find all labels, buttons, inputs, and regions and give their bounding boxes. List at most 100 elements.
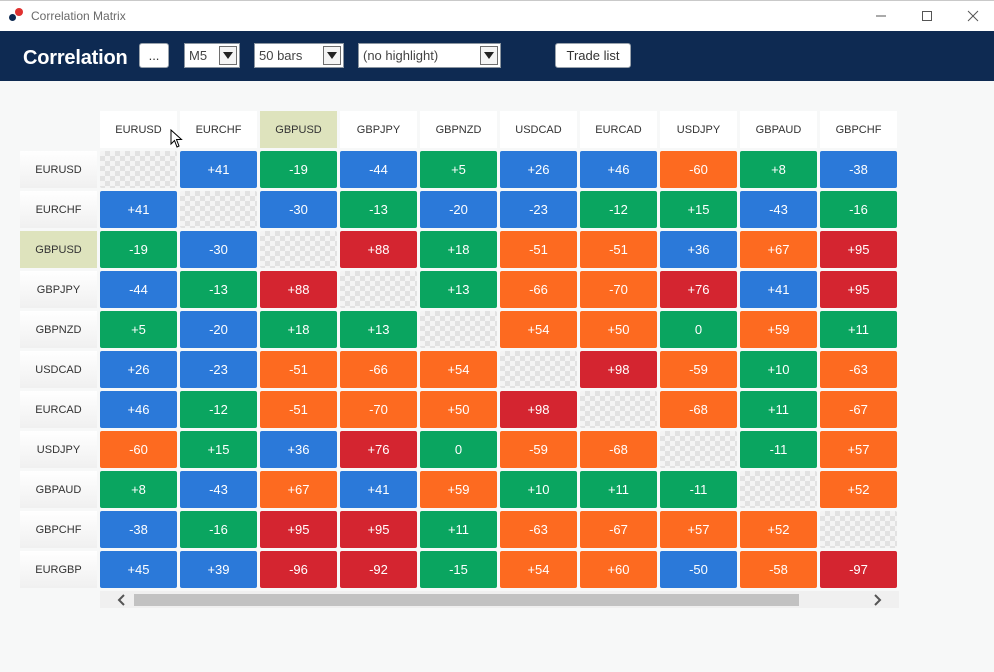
matrix-cell[interactable]: -50 [660, 551, 737, 588]
matrix-cell[interactable]: +46 [580, 151, 657, 188]
matrix-cell[interactable]: +18 [420, 231, 497, 268]
column-header[interactable]: EURUSD [100, 111, 177, 148]
matrix-cell-diagonal[interactable] [260, 231, 337, 268]
matrix-cell[interactable]: +98 [580, 351, 657, 388]
matrix-cell[interactable]: +54 [420, 351, 497, 388]
row-header[interactable]: GBPCHF [20, 511, 97, 548]
matrix-cell-diagonal[interactable] [420, 311, 497, 348]
matrix-cell[interactable]: +5 [100, 311, 177, 348]
matrix-cell[interactable]: -92 [340, 551, 417, 588]
column-header[interactable]: GBPJPY [340, 111, 417, 148]
matrix-cell[interactable]: +95 [340, 511, 417, 548]
matrix-cell[interactable]: -16 [180, 511, 257, 548]
matrix-cell[interactable]: +59 [740, 311, 817, 348]
matrix-cell-diagonal[interactable] [100, 151, 177, 188]
matrix-cell[interactable]: +13 [340, 311, 417, 348]
matrix-cell[interactable]: +8 [740, 151, 817, 188]
matrix-cell[interactable]: +98 [500, 391, 577, 428]
matrix-cell[interactable]: -12 [580, 191, 657, 228]
matrix-cell[interactable]: -63 [500, 511, 577, 548]
matrix-cell[interactable]: +11 [420, 511, 497, 548]
matrix-cell[interactable]: -96 [260, 551, 337, 588]
matrix-cell[interactable]: +41 [180, 151, 257, 188]
matrix-cell[interactable]: +52 [740, 511, 817, 548]
matrix-cell[interactable]: -60 [100, 431, 177, 468]
chevron-down-icon[interactable] [323, 46, 341, 65]
matrix-cell[interactable]: +54 [500, 311, 577, 348]
row-header[interactable]: USDCAD [20, 351, 97, 388]
matrix-cell[interactable]: +95 [820, 271, 897, 308]
horizontal-scrollbar[interactable] [100, 591, 899, 608]
matrix-cell[interactable]: 0 [420, 431, 497, 468]
matrix-cell[interactable]: +41 [100, 191, 177, 228]
matrix-cell[interactable]: 0 [660, 311, 737, 348]
row-header[interactable]: GBPUSD [20, 231, 97, 268]
matrix-cell[interactable]: -20 [180, 311, 257, 348]
column-header[interactable]: GBPNZD [420, 111, 497, 148]
chevron-down-icon[interactable] [219, 46, 237, 65]
matrix-cell[interactable]: -70 [580, 271, 657, 308]
matrix-cell[interactable]: -97 [820, 551, 897, 588]
minimize-button[interactable] [858, 1, 904, 31]
matrix-cell[interactable]: +57 [820, 431, 897, 468]
column-header[interactable]: GBPCHF [820, 111, 897, 148]
matrix-cell[interactable]: -51 [580, 231, 657, 268]
matrix-cell[interactable]: +5 [420, 151, 497, 188]
matrix-cell[interactable]: +50 [580, 311, 657, 348]
matrix-cell[interactable]: -67 [580, 511, 657, 548]
matrix-cell[interactable]: -51 [260, 351, 337, 388]
matrix-cell[interactable]: +41 [740, 271, 817, 308]
matrix-cell[interactable]: +36 [260, 431, 337, 468]
matrix-cell[interactable]: +88 [340, 231, 417, 268]
matrix-cell[interactable]: -60 [660, 151, 737, 188]
maximize-button[interactable] [904, 1, 950, 31]
matrix-cell-diagonal[interactable] [580, 391, 657, 428]
row-header[interactable]: EURCHF [20, 191, 97, 228]
highlight-select[interactable]: (no highlight) [358, 43, 501, 68]
matrix-cell[interactable]: +13 [420, 271, 497, 308]
matrix-cell-diagonal[interactable] [340, 271, 417, 308]
matrix-cell[interactable]: -67 [820, 391, 897, 428]
matrix-cell[interactable]: -38 [100, 511, 177, 548]
column-header[interactable]: USDJPY [660, 111, 737, 148]
matrix-cell[interactable]: -30 [180, 231, 257, 268]
matrix-cell[interactable]: -66 [500, 271, 577, 308]
matrix-cell[interactable]: +67 [260, 471, 337, 508]
matrix-cell-diagonal[interactable] [660, 431, 737, 468]
matrix-cell[interactable]: +76 [660, 271, 737, 308]
matrix-cell[interactable]: -15 [420, 551, 497, 588]
close-button[interactable] [950, 1, 994, 31]
matrix-cell[interactable]: +11 [820, 311, 897, 348]
matrix-cell[interactable]: -44 [340, 151, 417, 188]
matrix-cell[interactable]: -51 [500, 231, 577, 268]
matrix-cell[interactable]: -68 [660, 391, 737, 428]
matrix-cell-diagonal[interactable] [740, 471, 817, 508]
matrix-cell[interactable]: +57 [660, 511, 737, 548]
more-button[interactable]: ... [139, 43, 169, 68]
matrix-cell[interactable]: +95 [820, 231, 897, 268]
trade-list-button[interactable]: Trade list [555, 43, 631, 68]
row-header[interactable]: GBPNZD [20, 311, 97, 348]
matrix-cell[interactable]: +15 [660, 191, 737, 228]
matrix-cell[interactable]: +45 [100, 551, 177, 588]
matrix-cell[interactable]: -70 [340, 391, 417, 428]
matrix-cell[interactable]: -12 [180, 391, 257, 428]
row-header[interactable]: USDJPY [20, 431, 97, 468]
matrix-cell[interactable]: -51 [260, 391, 337, 428]
matrix-cell-diagonal[interactable] [820, 511, 897, 548]
matrix-cell[interactable]: -59 [500, 431, 577, 468]
matrix-cell[interactable]: -13 [340, 191, 417, 228]
matrix-cell[interactable]: +46 [100, 391, 177, 428]
matrix-cell[interactable]: +11 [740, 391, 817, 428]
matrix-cell[interactable]: -11 [740, 431, 817, 468]
column-header[interactable]: USDCAD [500, 111, 577, 148]
row-header[interactable]: EURUSD [20, 151, 97, 188]
matrix-cell[interactable]: +59 [420, 471, 497, 508]
matrix-cell[interactable]: +95 [260, 511, 337, 548]
matrix-cell[interactable]: -66 [340, 351, 417, 388]
matrix-cell[interactable]: +67 [740, 231, 817, 268]
bars-select[interactable]: 50 bars [254, 43, 344, 68]
row-header[interactable]: EURGBP [20, 551, 97, 588]
matrix-cell[interactable]: -38 [820, 151, 897, 188]
matrix-cell[interactable]: +76 [340, 431, 417, 468]
